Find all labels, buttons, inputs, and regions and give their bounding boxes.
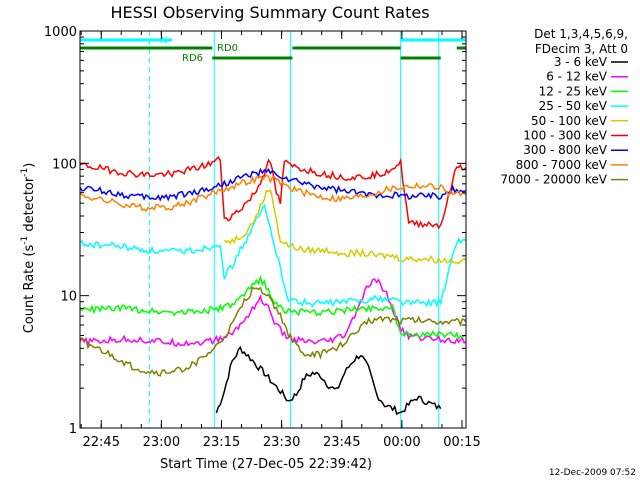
- series-line: [223, 189, 467, 265]
- plot-frame: [79, 30, 467, 429]
- y-axis-label: Count Rate (s-1 detector-1): [20, 163, 37, 334]
- y-tick-label: 10: [60, 290, 77, 305]
- series-line: [79, 286, 467, 377]
- series-line: [79, 203, 467, 308]
- x-tick-label: 23:15: [203, 435, 240, 450]
- legend-entry-label: 6 - 12 keV: [546, 70, 608, 84]
- legend-header-line: Det 1,3,4,5,6,9,: [534, 27, 628, 41]
- legend-entry-label: 25 - 50 keV: [539, 99, 608, 113]
- legend-entry-label: 300 - 800 keV: [523, 143, 607, 157]
- y-axis-label-part: Count Rate (s: [22, 245, 37, 334]
- y-tick-label: 100: [52, 157, 77, 172]
- series-line: [79, 174, 467, 213]
- x-tick-label: 00:15: [443, 435, 480, 450]
- y-axis-label-part: ): [22, 163, 37, 168]
- plot-area: N RD0 RD6 1 10 100 1000 22:45 23:00 23:15 23:30 23:…: [44, 25, 481, 450]
- state-bar-label: RD6: [182, 53, 203, 64]
- y-tick-label: 1000: [44, 25, 77, 40]
- legend-entry-label: 100 - 300 keV: [523, 129, 607, 143]
- footer-timestamp: 12-Dec-2009 07:52: [549, 468, 636, 478]
- y-axis-label-sup: -1: [20, 168, 30, 177]
- x-tick-label: 22:45: [83, 435, 120, 450]
- legend: Det 1,3,4,5,6,9, FDecim 3, Att 0 3 - 6 k…: [500, 27, 628, 187]
- y-axis-label-part: detector: [22, 176, 37, 236]
- legend-entry-label: 12 - 25 keV: [539, 84, 608, 98]
- y-tick-label: 1: [69, 422, 77, 437]
- y-axis-label-sup: -1: [20, 236, 30, 245]
- legend-entry-label: 3 - 6 keV: [554, 55, 608, 69]
- x-tick-label: 23:30: [263, 435, 300, 450]
- legend-entry-label: 50 - 100 keV: [531, 114, 608, 128]
- series-line: [79, 278, 467, 348]
- series-line: [79, 274, 466, 341]
- series-line: [79, 155, 467, 230]
- x-tick-label: 23:00: [143, 435, 180, 450]
- chart-title: HESSI Observing Summary Count Rates: [110, 3, 429, 22]
- series-line: [79, 167, 467, 202]
- x-tick-label: 00:00: [383, 435, 420, 450]
- series-line: [215, 345, 442, 416]
- legend-header-line: FDecim 3, Att 0: [535, 42, 628, 56]
- x-tick-label: 23:45: [323, 435, 360, 450]
- legend-entry-label: 7000 - 20000 keV: [500, 173, 607, 187]
- state-bar-label: N: [160, 35, 167, 46]
- legend-entry-label: 800 - 7000 keV: [516, 158, 608, 172]
- x-axis-label: Start Time (27-Dec-05 22:39:42): [160, 457, 372, 472]
- state-bar-label: RD0: [217, 43, 238, 54]
